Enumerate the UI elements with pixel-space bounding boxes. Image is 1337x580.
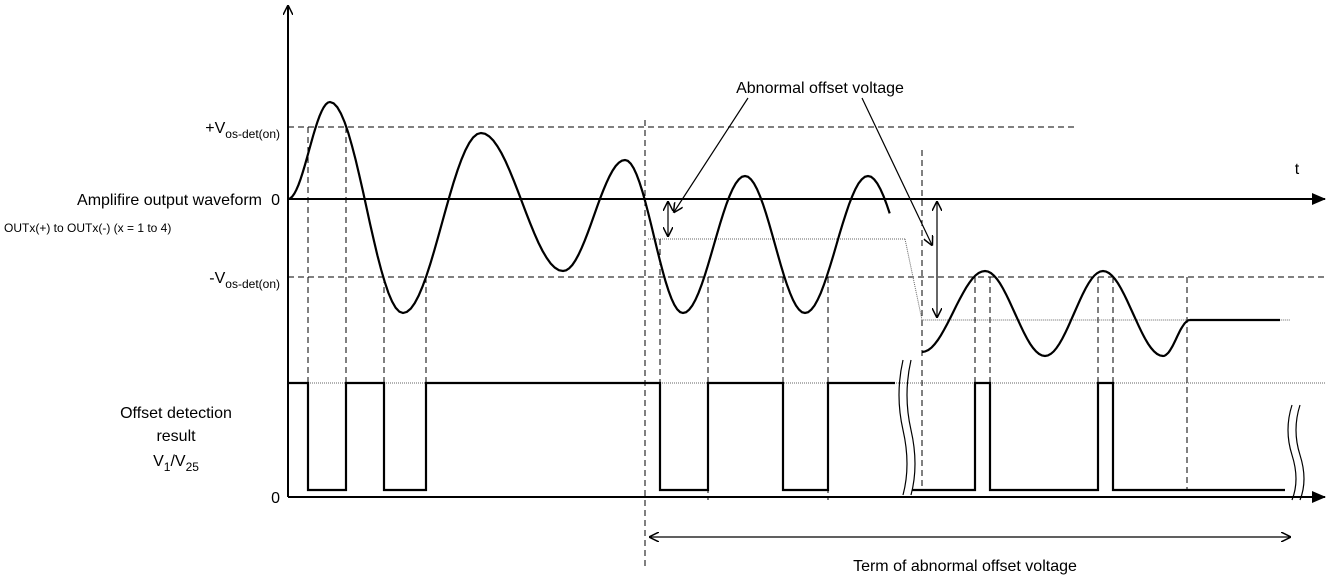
- zero-label: 0: [271, 490, 280, 507]
- break-mark: [898, 359, 916, 496]
- term-label: Term of abnormal offset voltage: [853, 558, 1077, 575]
- t-label: t: [1295, 161, 1300, 178]
- break-mark: [1287, 404, 1305, 501]
- vertical-dashes: [307, 120, 1188, 570]
- zero-label: 0: [271, 192, 280, 209]
- v-neg-label: -Vos-det(on): [209, 270, 280, 291]
- waveform: [287, 100, 891, 315]
- detection-signal-2: [912, 381, 1285, 492]
- ratio-label: V1/V25: [153, 453, 199, 474]
- detection-signal: [288, 381, 895, 492]
- offset-label: Offset detection: [120, 405, 232, 422]
- pointer: [674, 97, 749, 212]
- abnormal-label: Abnormal offset voltage: [736, 80, 904, 97]
- waveform-sub: OUTx(+) to OUTx(-) (x = 1 to 4): [4, 221, 171, 235]
- pointer: [861, 97, 932, 245]
- waveform-offset: [921, 269, 1191, 358]
- v-pos-label: +Vos-det(on): [205, 120, 280, 141]
- offset-label: result: [156, 428, 196, 445]
- waveform-label: Amplifire output waveform: [77, 192, 262, 209]
